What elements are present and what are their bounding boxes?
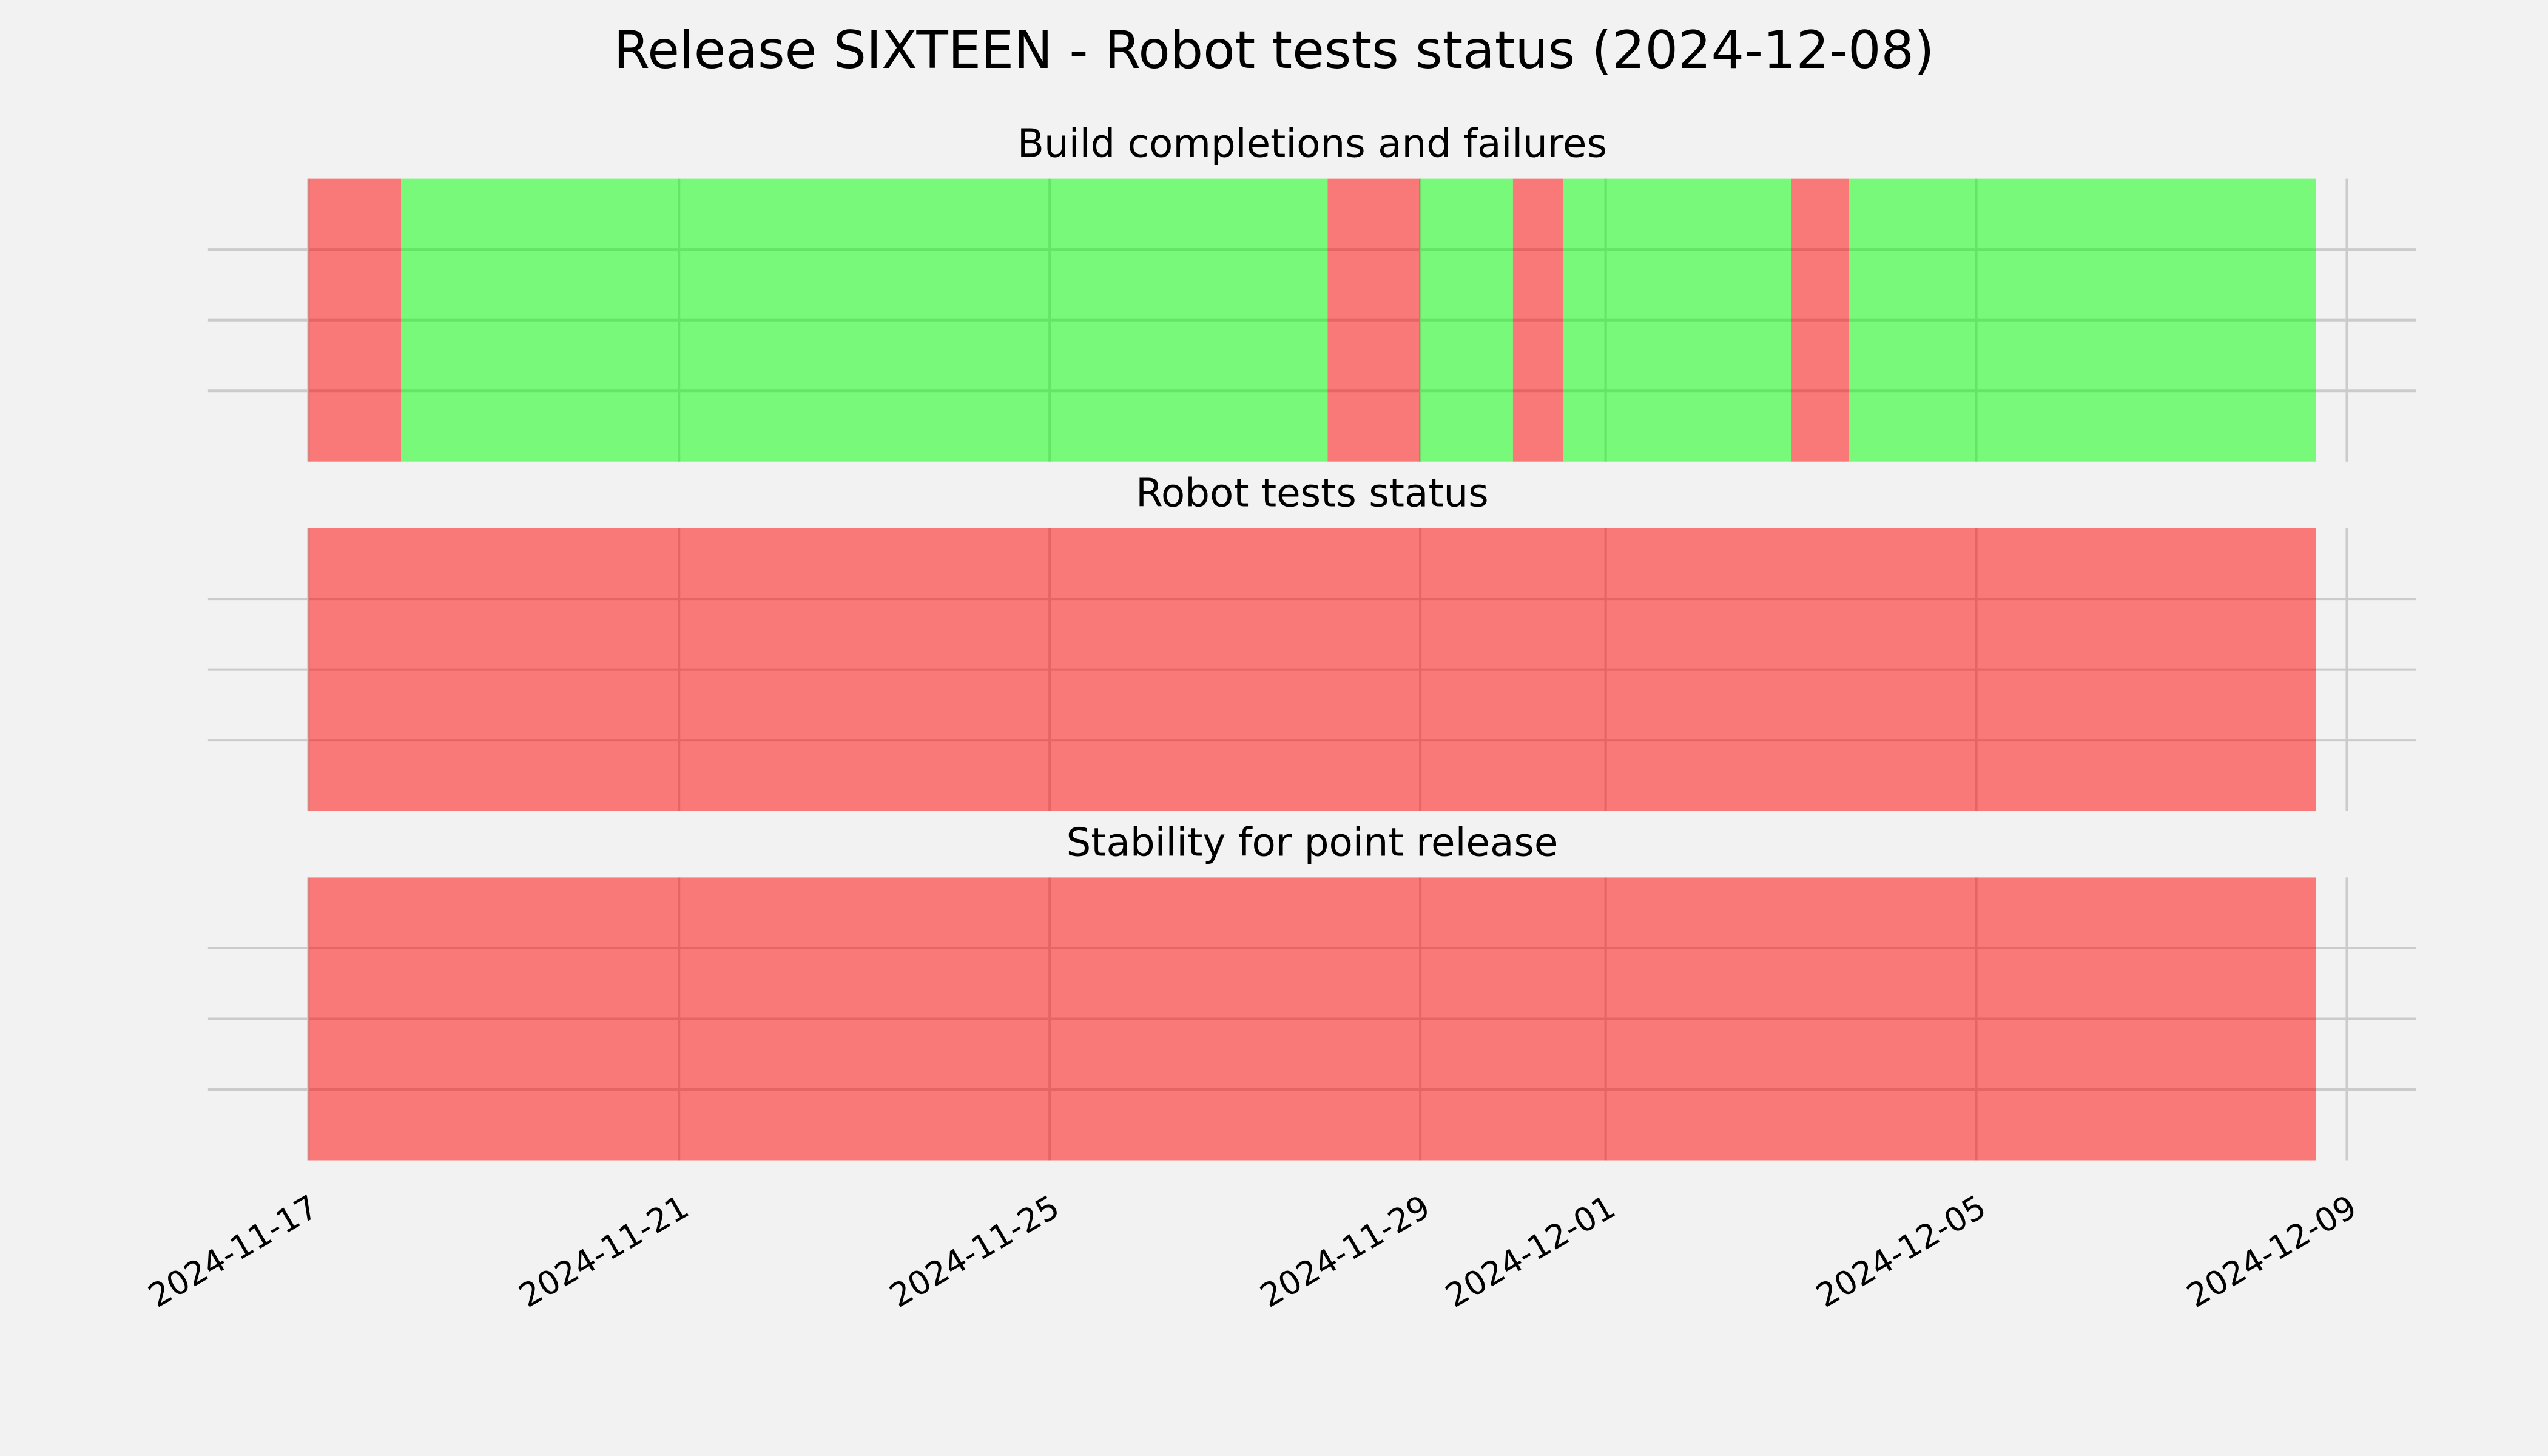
status-segment bbox=[1420, 178, 1513, 462]
axes-title: Robot tests status bbox=[1136, 471, 1489, 516]
axes-title: Build completions and failures bbox=[1017, 121, 1607, 167]
axes-title: Stability for point release bbox=[1067, 820, 1559, 865]
status-segment bbox=[1791, 178, 1849, 462]
status-segment bbox=[1849, 178, 2316, 462]
figure-title: Release SIXTEEN - Robot tests status (20… bbox=[614, 20, 1935, 81]
status-segment bbox=[1327, 178, 1421, 462]
status-segment bbox=[308, 528, 2316, 811]
status-segment bbox=[308, 178, 402, 462]
status-segment bbox=[401, 178, 1328, 462]
status-segment bbox=[308, 877, 2316, 1161]
status-segment bbox=[1512, 178, 1563, 462]
status-segment bbox=[1563, 178, 1791, 462]
